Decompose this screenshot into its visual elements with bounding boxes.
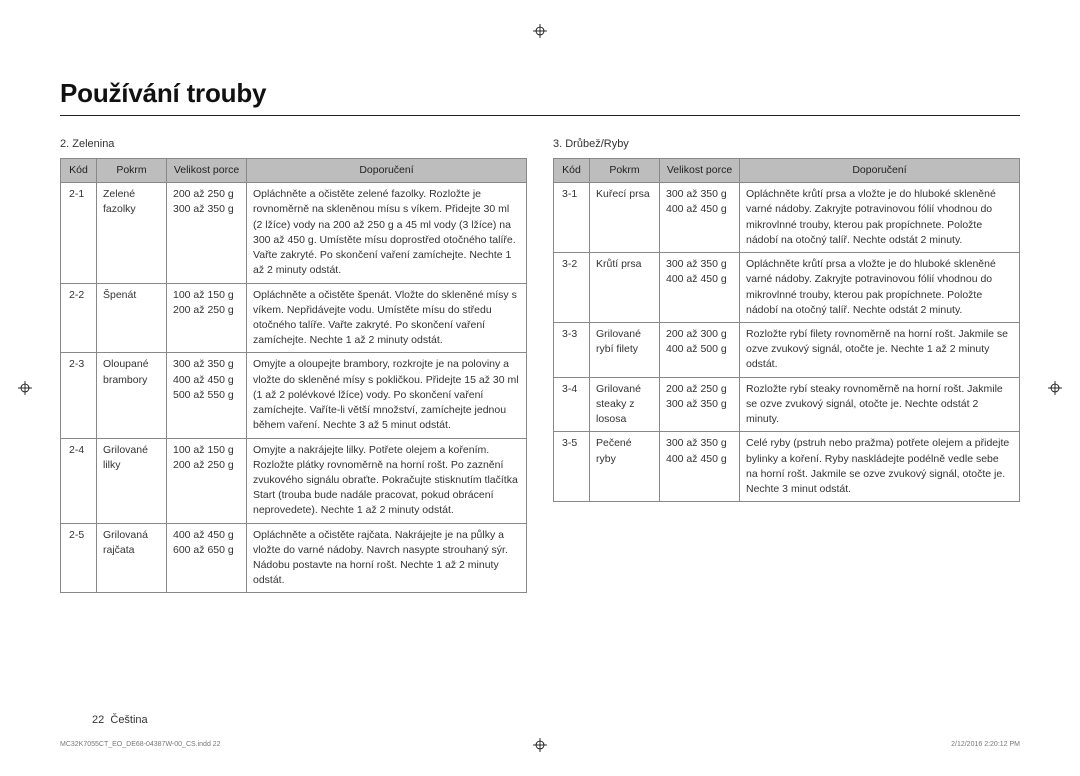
table-row: 3-1Kuřecí prsa300 až 350 g 400 až 450 gO…: [554, 183, 1020, 253]
cell-velikost: 400 až 450 g 600 až 650 g: [167, 523, 247, 593]
cell-velikost: 300 až 350 g 400 až 450 g 500 až 550 g: [167, 353, 247, 438]
cell-velikost: 200 až 250 g 300 až 350 g: [167, 183, 247, 283]
cell-velikost: 300 až 350 g 400 až 450 g: [660, 432, 740, 502]
th-velikost: Velikost porce: [167, 159, 247, 183]
th-velikost: Velikost porce: [660, 159, 740, 183]
table-row: 2-1Zelené fazolky200 až 250 g 300 až 350…: [61, 183, 527, 283]
th-dop: Doporučení: [740, 159, 1020, 183]
registration-mark-top: [533, 24, 547, 38]
cell-pokrm: Grilovaná rajčata: [97, 523, 167, 593]
th-kod: Kód: [554, 159, 590, 183]
cell-velikost: 200 až 300 g 400 až 500 g: [660, 322, 740, 377]
title-rule: [60, 115, 1020, 116]
cell-pokrm: Zelené fazolky: [97, 183, 167, 283]
cell-dop: Celé ryby (pstruh nebo pražma) potřete o…: [740, 432, 1020, 502]
cell-kod: 2-1: [61, 183, 97, 283]
right-column: 3. Drůbež/Ryby Kód Pokrm Velikost porce …: [553, 138, 1020, 593]
section-label-drubez: 3. Drůbež/Ryby: [553, 138, 1020, 150]
cell-kod: 3-4: [554, 377, 590, 432]
page-number: 22: [92, 714, 104, 726]
indd-file: MC32K7055CT_EO_DE68-04387W-00_CS.indd 22: [60, 741, 221, 748]
registration-mark-right: [1048, 381, 1062, 395]
cell-dop: Rozložte rybí filety rovnoměrně na horní…: [740, 322, 1020, 377]
cell-velikost: 300 až 350 g 400 až 450 g: [660, 253, 740, 323]
table-row: 2-3Oloupané brambory300 až 350 g 400 až …: [61, 353, 527, 438]
tbody-drubez: 3-1Kuřecí prsa300 až 350 g 400 až 450 gO…: [554, 183, 1020, 502]
table-row: 2-2Špenát100 až 150 g 200 až 250 gOplách…: [61, 283, 527, 353]
table-zelenina: Kód Pokrm Velikost porce Doporučení 2-1Z…: [60, 158, 527, 593]
page-title: Používání trouby: [60, 78, 1020, 109]
left-column: 2. Zelenina Kód Pokrm Velikost porce Dop…: [60, 138, 527, 593]
cell-velikost: 100 až 150 g 200 až 250 g: [167, 283, 247, 353]
cell-velikost: 200 až 250 g 300 až 350 g: [660, 377, 740, 432]
cell-dop: Omyjte a oloupejte brambory, rozkrojte j…: [247, 353, 527, 438]
cell-kod: 3-1: [554, 183, 590, 253]
cell-kod: 3-2: [554, 253, 590, 323]
table-row: 3-3Grilované rybí filety200 až 300 g 400…: [554, 322, 1020, 377]
page-lang: Čeština: [110, 714, 147, 726]
cell-pokrm: Pečené ryby: [590, 432, 660, 502]
table-row: 2-5Grilovaná rajčata400 až 450 g 600 až …: [61, 523, 527, 593]
cell-dop: Opláchněte krůtí prsa a vložte je do hlu…: [740, 253, 1020, 323]
cell-dop: Omyjte a nakrájejte lilky. Potřete oleje…: [247, 438, 527, 523]
cell-kod: 3-3: [554, 322, 590, 377]
section-label-zelenina: 2. Zelenina: [60, 138, 527, 150]
cell-kod: 2-4: [61, 438, 97, 523]
cell-pokrm: Oloupané brambory: [97, 353, 167, 438]
cell-kod: 2-5: [61, 523, 97, 593]
table-row: 3-4Grilované steaky z lososa200 až 250 g…: [554, 377, 1020, 432]
cell-kod: 2-3: [61, 353, 97, 438]
tbody-zelenina: 2-1Zelené fazolky200 až 250 g 300 až 350…: [61, 183, 527, 593]
cell-kod: 3-5: [554, 432, 590, 502]
cell-pokrm: Kuřecí prsa: [590, 183, 660, 253]
table-drubez: Kód Pokrm Velikost porce Doporučení 3-1K…: [553, 158, 1020, 502]
indd-line: MC32K7055CT_EO_DE68-04387W-00_CS.indd 22…: [60, 741, 1020, 748]
registration-mark-left: [18, 381, 32, 395]
cell-pokrm: Grilované lilky: [97, 438, 167, 523]
table-row: 3-5Pečené ryby300 až 350 g 400 až 450 gC…: [554, 432, 1020, 502]
page-footer: 22 Čeština: [92, 714, 148, 726]
cell-velikost: 100 až 150 g 200 až 250 g: [167, 438, 247, 523]
cell-kod: 2-2: [61, 283, 97, 353]
cell-dop: Opláchněte a očistěte rajčata. Nakrájejt…: [247, 523, 527, 593]
cell-pokrm: Grilované steaky z lososa: [590, 377, 660, 432]
th-pokrm: Pokrm: [590, 159, 660, 183]
cell-dop: Rozložte rybí steaky rovnoměrně na horní…: [740, 377, 1020, 432]
cell-dop: Opláchněte a očistěte zelené fazolky. Ro…: [247, 183, 527, 283]
columns: 2. Zelenina Kód Pokrm Velikost porce Dop…: [60, 138, 1020, 593]
th-kod: Kód: [61, 159, 97, 183]
cell-pokrm: Grilované rybí filety: [590, 322, 660, 377]
table-row: 3-2Krůtí prsa300 až 350 g 400 až 450 gOp…: [554, 253, 1020, 323]
cell-pokrm: Špenát: [97, 283, 167, 353]
table-row: 2-4Grilované lilky100 až 150 g 200 až 25…: [61, 438, 527, 523]
cell-pokrm: Krůtí prsa: [590, 253, 660, 323]
th-dop: Doporučení: [247, 159, 527, 183]
indd-stamp: 2/12/2016 2:20:12 PM: [951, 741, 1020, 748]
cell-dop: Opláchněte krůtí prsa a vložte je do hlu…: [740, 183, 1020, 253]
cell-dop: Opláchněte a očistěte špenát. Vložte do …: [247, 283, 527, 353]
cell-velikost: 300 až 350 g 400 až 450 g: [660, 183, 740, 253]
th-pokrm: Pokrm: [97, 159, 167, 183]
